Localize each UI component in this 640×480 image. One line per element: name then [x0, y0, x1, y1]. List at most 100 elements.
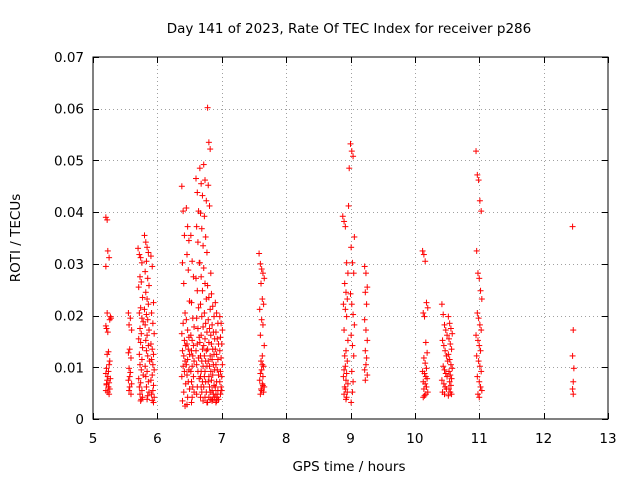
data-point [108, 315, 115, 322]
data-point [148, 309, 155, 316]
data-point [148, 356, 155, 363]
data-point [362, 347, 369, 354]
data-point [423, 365, 430, 372]
data-point [422, 258, 429, 265]
data-point [136, 251, 143, 258]
data-point [182, 309, 189, 316]
data-point [341, 218, 348, 225]
data-point [438, 301, 445, 308]
data-point [474, 171, 481, 178]
data-point [420, 394, 427, 401]
data-point [179, 397, 186, 404]
data-point [364, 337, 371, 344]
data-point [107, 375, 114, 382]
data-point [449, 365, 456, 372]
data-points [102, 104, 577, 410]
data-point [219, 361, 226, 368]
data-point [349, 259, 356, 266]
data-point [446, 320, 453, 327]
data-point [191, 358, 198, 365]
data-point [150, 399, 157, 406]
data-point [350, 270, 357, 277]
data-point [213, 351, 220, 358]
data-point [178, 373, 185, 380]
data-point [364, 284, 371, 291]
data-point [207, 332, 214, 339]
data-point [185, 267, 192, 274]
data-point [475, 358, 482, 365]
data-point [445, 392, 452, 399]
data-point [218, 387, 225, 394]
data-point [128, 327, 135, 334]
data-point [207, 352, 214, 359]
data-point [204, 346, 211, 353]
y-tick-label: 0.03 [54, 257, 84, 273]
data-point [216, 347, 223, 354]
data-point [106, 361, 113, 368]
data-point [196, 259, 203, 266]
data-point [259, 361, 266, 368]
data-point [348, 301, 355, 308]
data-point [448, 391, 455, 398]
data-point [188, 299, 195, 306]
data-point [257, 260, 264, 267]
data-point [218, 341, 225, 348]
data-point [217, 334, 224, 341]
data-point [259, 373, 266, 380]
data-point [197, 210, 204, 217]
data-point [478, 296, 485, 303]
data-point [447, 325, 454, 332]
data-point [200, 264, 207, 271]
data-point [206, 202, 213, 209]
data-point [144, 244, 151, 251]
data-point [363, 354, 370, 361]
data-point [344, 389, 351, 396]
data-point [137, 254, 144, 261]
data-point [183, 341, 190, 348]
data-point [189, 363, 196, 370]
data-point [183, 205, 190, 212]
data-point [447, 361, 454, 368]
data-point [476, 197, 483, 204]
data-point [188, 399, 195, 406]
data-point [196, 165, 203, 172]
data-point [476, 275, 483, 282]
data-point [149, 320, 156, 327]
data-point [207, 368, 214, 375]
data-point [136, 309, 143, 316]
data-point [203, 197, 210, 204]
data-point [145, 249, 152, 256]
data-point [205, 294, 212, 301]
data-point [142, 321, 149, 328]
x-tick-label: 10 [406, 431, 423, 447]
data-point [343, 313, 350, 320]
data-point [181, 337, 188, 344]
data-point [147, 253, 154, 260]
data-point [215, 372, 222, 379]
data-point [139, 294, 146, 301]
data-point [186, 386, 193, 393]
data-point [149, 372, 156, 379]
data-point [476, 342, 483, 349]
data-point [345, 202, 352, 209]
data-point [348, 148, 355, 155]
data-point [474, 270, 481, 277]
data-point [189, 258, 196, 265]
data-point [106, 386, 113, 393]
data-point [207, 270, 214, 277]
data-point [144, 296, 151, 303]
data-point [187, 332, 194, 339]
data-point [195, 304, 202, 311]
data-point [198, 332, 205, 339]
chart-title: Day 141 of 2023, Rate Of TEC Index for r… [167, 21, 531, 37]
data-point [445, 313, 452, 320]
data-point [193, 347, 199, 354]
data-point [218, 383, 225, 390]
plot-frame [92, 56, 609, 420]
data-point [423, 299, 430, 306]
y-tick-label: 0.06 [54, 102, 84, 118]
data-point [184, 223, 191, 230]
data-point [259, 296, 266, 303]
data-point [178, 330, 185, 337]
data-point [475, 315, 482, 322]
